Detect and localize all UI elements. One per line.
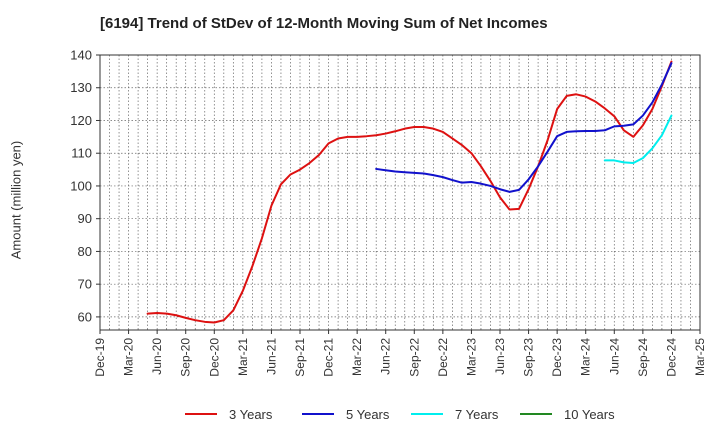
y-tick-label: 130 (70, 80, 92, 95)
x-tick-label: Dec-19 (93, 338, 107, 377)
legend-item: 7 Years (411, 404, 498, 424)
y-tick-label: 60 (78, 309, 92, 324)
x-tick-label: Dec-20 (207, 338, 221, 377)
legend-label: 7 Years (455, 406, 499, 422)
x-tick-label: Mar-25 (693, 338, 707, 376)
x-tick-label: Mar-22 (350, 338, 364, 376)
x-tick-label: Sep-20 (179, 338, 193, 377)
x-tick-label: Dec-23 (550, 338, 564, 377)
x-tick-label: Jun-24 (607, 338, 621, 375)
legend-item: 10 Years (520, 404, 615, 424)
legend-label: 10 Years (564, 406, 615, 422)
x-tick-label: Dec-24 (664, 338, 678, 377)
plot-border (99, 54, 701, 331)
chart-legend: 3 Years 5 Years 7 Years 10 Years (0, 404, 720, 424)
x-tick-label: Jun-20 (150, 338, 164, 375)
x-tick-label: Sep-23 (522, 338, 536, 377)
y-tick-label: 120 (70, 113, 92, 128)
x-tick-label: Jun-22 (379, 338, 393, 375)
y-tick-label: 90 (78, 211, 92, 226)
x-tick-label: Sep-22 (407, 338, 421, 377)
x-tick-label: Dec-21 (322, 338, 336, 377)
series-line-5-years (375, 62, 673, 193)
legend-label: 3 Years (229, 406, 273, 422)
series-line-7-years (603, 114, 673, 165)
legend-swatch (411, 413, 443, 415)
y-tick-label: 110 (71, 146, 92, 161)
y-tick-label: 100 (70, 178, 92, 193)
x-tick-label: Jun-23 (493, 338, 507, 375)
x-tick-label: Mar-24 (579, 338, 593, 376)
x-tick-label: Mar-23 (464, 338, 478, 376)
x-tick-label: Mar-20 (122, 338, 136, 376)
x-tick-label: Mar-21 (236, 338, 250, 376)
x-tick-label: Sep-21 (293, 338, 307, 377)
y-tick-label: 80 (78, 244, 92, 259)
legend-swatch (302, 413, 334, 415)
legend-item: 3 Years (185, 404, 272, 424)
x-tick-label: Sep-24 (636, 338, 650, 377)
y-tick-label: 140 (70, 48, 92, 63)
legend-swatch (185, 413, 217, 415)
x-tick-label: Jun-21 (264, 338, 278, 375)
chart-title: [6194] Trend of StDev of 12-Month Moving… (100, 15, 548, 32)
legend-item: 5 Years (302, 404, 389, 424)
series-line-3-years (146, 60, 673, 324)
plot-area (100, 55, 700, 330)
legend-label: 5 Years (346, 406, 390, 422)
x-tick-label: Dec-22 (436, 338, 450, 377)
legend-swatch (520, 413, 552, 415)
y-tick-label: 70 (78, 277, 92, 292)
